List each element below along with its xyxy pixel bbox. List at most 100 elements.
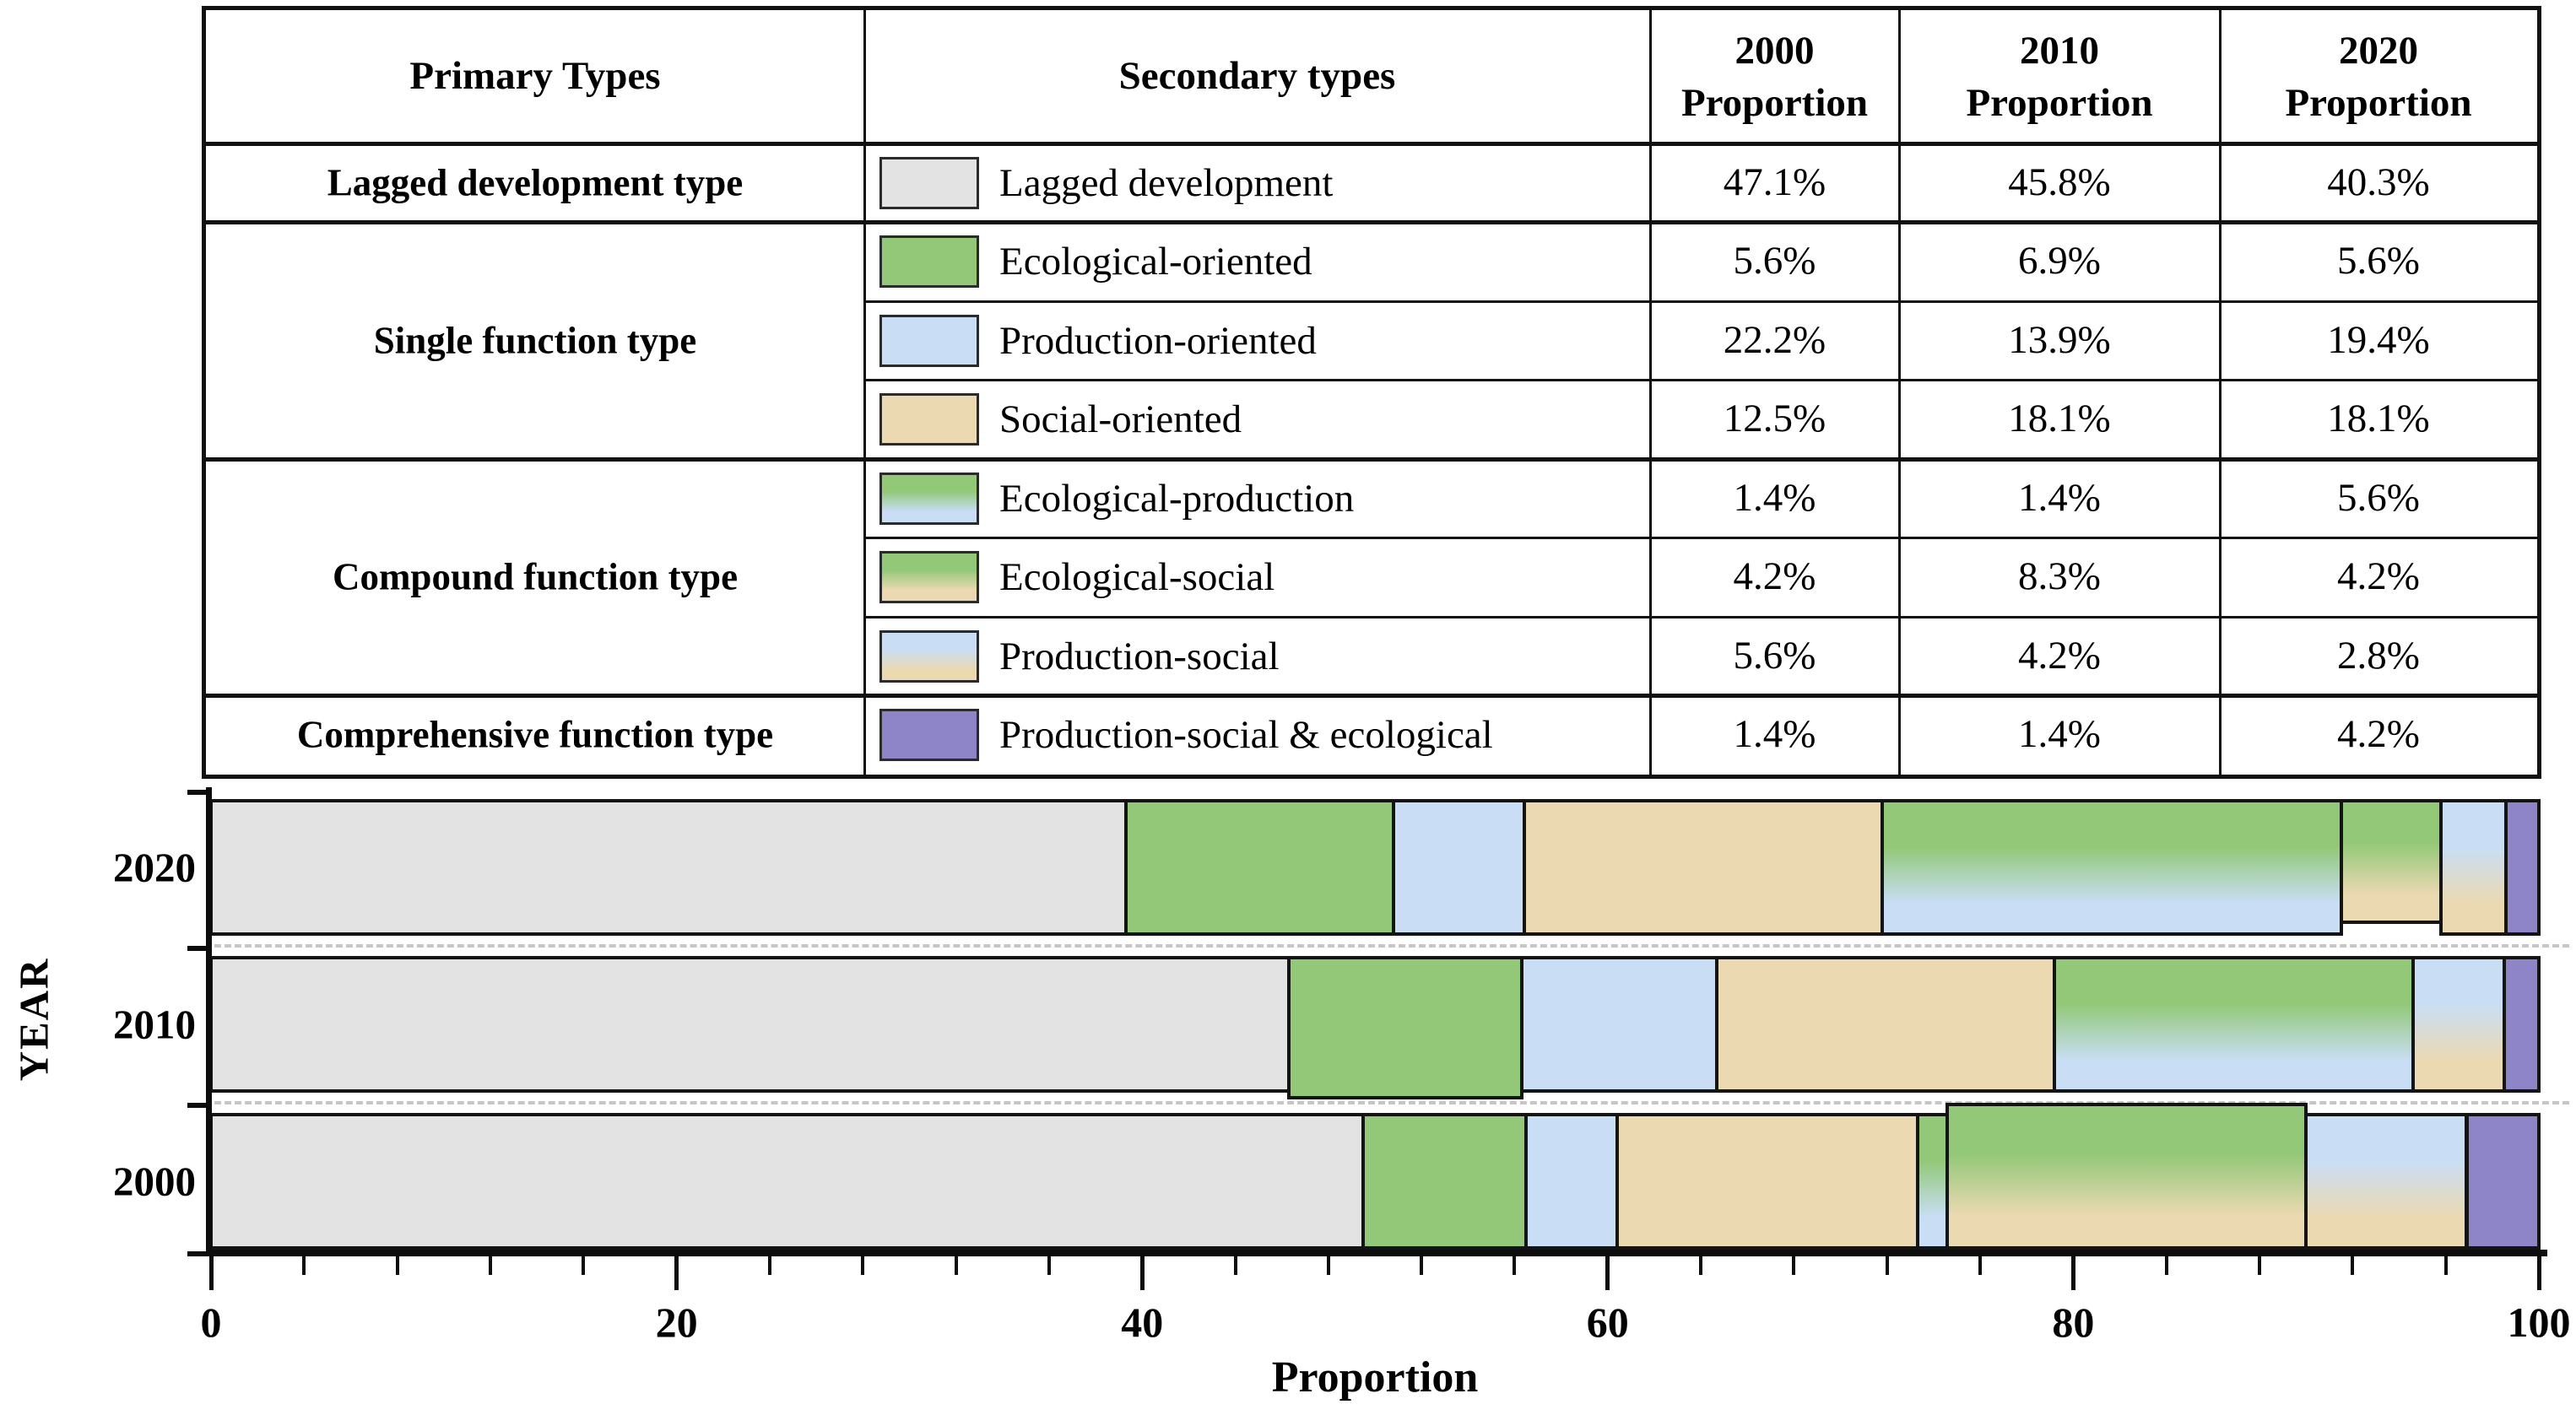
x-axis-minor-tick <box>302 1256 306 1275</box>
x-axis-minor-tick <box>582 1256 586 1275</box>
x-tick-label: 100 <box>2507 1299 2571 1346</box>
secondary-type-label: Production-social <box>999 634 1280 678</box>
table-row-divider <box>864 615 2537 618</box>
x-axis-minor-tick <box>1792 1256 1796 1275</box>
proportion-value: 4.2% <box>2337 712 2420 757</box>
legend-swatch-ecological-social <box>879 551 979 604</box>
bar-segment-2020-ecological-social <box>2339 799 2443 924</box>
primary-type-cell: Lagged development type <box>327 161 744 203</box>
bar-segment-2020-production-social <box>2439 799 2508 936</box>
y-axis-tick <box>187 1103 211 1108</box>
table-column-divider <box>1648 10 1652 775</box>
bar-segment-2000-social-oriented <box>1615 1113 1919 1250</box>
bar-separator-dashed-line <box>214 944 2569 948</box>
table-row-divider <box>864 300 2537 303</box>
y-axis-tick <box>187 1251 211 1256</box>
table-row-divider <box>864 379 2537 381</box>
bar-segment-2010-production-oriented <box>1519 956 1719 1093</box>
secondary-type-label: Production-social & ecological <box>999 713 1493 758</box>
proportion-value: 1.4% <box>2018 475 2101 520</box>
primary-type-cell: Single function type <box>373 319 697 361</box>
header-proportion: Proportion <box>2285 81 2472 126</box>
secondary-type-label: Ecological-oriented <box>999 240 1312 284</box>
legend-swatch-production-oriented <box>879 314 979 367</box>
header-year: 2010 <box>2020 29 2099 73</box>
bar-segment-2010-ecological-oriented <box>1286 956 1523 1099</box>
bar-segment-2020-production-oriented <box>1392 799 1526 936</box>
bar-segment-2010-social-oriented <box>1715 956 2057 1093</box>
bar-segment-2000-ecological-oriented <box>1361 1113 1529 1250</box>
proportion-value: 18.1% <box>2327 397 2430 441</box>
legend-swatch-production-social-ecological <box>879 709 979 762</box>
proportion-value: 5.6% <box>1733 633 1816 678</box>
x-axis-major-tick <box>2070 1256 2075 1290</box>
x-axis-major-tick <box>2536 1256 2541 1290</box>
y-tick-label: 2020 <box>113 844 196 891</box>
x-axis-minor-tick <box>1420 1256 1424 1275</box>
x-tick-label: 20 <box>655 1299 698 1346</box>
proportion-value: 1.4% <box>2018 712 2101 757</box>
bar-segment-2000-ecological-social <box>1946 1103 2308 1250</box>
bar-segment-2010-ecological-production <box>2053 956 2416 1093</box>
bar-segment-2000-lagged-development <box>209 1113 1366 1250</box>
proportion-value: 5.6% <box>2337 239 2420 284</box>
secondary-type-label: Ecological-social <box>999 555 1275 600</box>
bar-segment-2020-lagged-development <box>209 799 1128 936</box>
secondary-type-label: Lagged development <box>999 160 1334 205</box>
x-axis-major-tick <box>1139 1256 1145 1290</box>
x-axis-major-tick <box>208 1256 214 1290</box>
y-tick-label: 2000 <box>113 1158 196 1205</box>
x-axis-major-tick <box>674 1256 679 1290</box>
secondary-type-label: Social-oriented <box>999 397 1242 442</box>
header-year: 2020 <box>2339 29 2418 73</box>
proportion-value: 1.4% <box>1733 475 1816 520</box>
header-proportion: Proportion <box>1680 81 1869 126</box>
secondary-type-label: Ecological-production <box>999 476 1355 521</box>
proportion-value: 12.5% <box>1723 397 1826 441</box>
proportion-value: 4.2% <box>2337 554 2420 599</box>
proportion-value: 18.1% <box>2008 397 2111 441</box>
x-axis-minor-tick <box>954 1256 958 1275</box>
proportion-value: 22.2% <box>1723 317 1826 362</box>
table-group-divider <box>206 694 2537 698</box>
x-axis-minor-tick <box>2164 1256 2168 1275</box>
x-axis-minor-tick <box>767 1256 771 1275</box>
x-tick-label: 60 <box>1586 1299 1629 1346</box>
x-axis-minor-tick <box>488 1256 492 1275</box>
x-axis-minor-tick <box>1513 1256 1517 1275</box>
x-axis-minor-tick <box>1233 1256 1237 1275</box>
bar-segment-2000-production-social <box>2304 1113 2469 1250</box>
x-axis-title: Proportion <box>1271 1353 1479 1401</box>
bar-separator-dashed-line <box>214 1101 2569 1104</box>
y-axis-line <box>206 787 212 1256</box>
bar-segment-2020-production-social-ecological <box>2504 799 2541 936</box>
x-axis-minor-tick <box>1047 1256 1051 1275</box>
bar-segment-2000-production-social-ecological <box>2465 1113 2541 1250</box>
x-axis-minor-tick <box>2443 1256 2448 1275</box>
bar-segment-2020-ecological-oriented <box>1123 799 1396 936</box>
primary-type-cell: Compound function type <box>332 555 739 598</box>
bar-segment-2020-social-oriented <box>1522 799 1885 936</box>
secondary-type-label: Production-oriented <box>999 318 1317 363</box>
table-group-divider <box>206 456 2537 462</box>
bar-segment-2010-production-social <box>2411 956 2506 1093</box>
proportion-value: 40.3% <box>2327 159 2430 204</box>
table-group-divider <box>206 220 2537 224</box>
y-axis-tick <box>187 946 211 951</box>
bar-segment-2010-lagged-development <box>209 956 1291 1093</box>
x-axis-minor-tick <box>2258 1256 2262 1275</box>
y-axis-tick <box>187 790 211 795</box>
proportion-value: 47.1% <box>1723 159 1826 204</box>
x-axis-minor-tick <box>1326 1256 1330 1275</box>
proportion-value: 1.4% <box>1733 712 1816 757</box>
header-year: 2000 <box>1734 29 1815 73</box>
table-column-divider <box>863 10 866 775</box>
x-axis-minor-tick <box>1885 1256 1889 1275</box>
x-tick-label: 0 <box>200 1299 222 1346</box>
bar-segment-2000-ecological-production <box>1915 1113 1950 1250</box>
table-header-divider <box>206 141 2537 146</box>
proportion-value: 2.8% <box>2337 633 2420 678</box>
x-axis-minor-tick <box>395 1256 399 1275</box>
x-axis-minor-tick <box>1699 1256 1703 1275</box>
